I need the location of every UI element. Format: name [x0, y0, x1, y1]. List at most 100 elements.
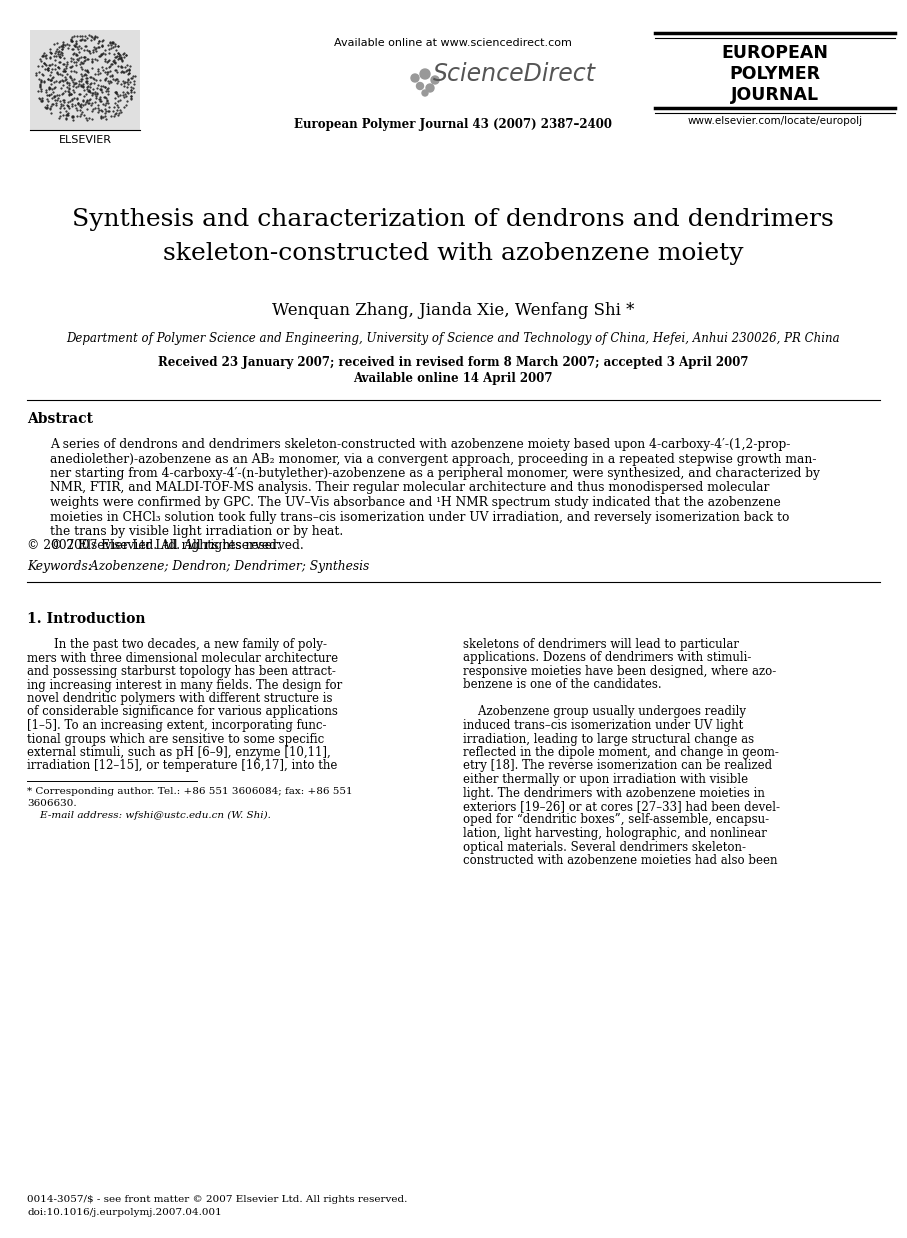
- Point: [68, 36, 83, 56]
- Point: [63, 84, 77, 104]
- Point: [42, 79, 56, 99]
- Point: [56, 54, 71, 74]
- Point: [101, 84, 115, 104]
- Point: [58, 61, 73, 80]
- Point: [126, 66, 141, 85]
- Point: [79, 109, 93, 129]
- Point: [105, 32, 120, 52]
- Point: [99, 68, 113, 88]
- Point: [56, 59, 71, 79]
- Point: [112, 84, 127, 104]
- Point: [113, 62, 128, 82]
- Point: [67, 88, 82, 108]
- Point: [107, 52, 122, 72]
- Point: [62, 73, 76, 93]
- Point: [62, 76, 76, 95]
- Point: [62, 83, 76, 103]
- Point: [46, 87, 61, 106]
- Text: etry [18]. The reverse isomerization can be realized: etry [18]. The reverse isomerization can…: [463, 759, 772, 773]
- Point: [111, 43, 125, 63]
- Text: exteriors [19–26] or at cores [27–33] had been devel-: exteriors [19–26] or at cores [27–33] ha…: [463, 800, 780, 813]
- Point: [40, 59, 54, 79]
- Point: [124, 89, 139, 109]
- Point: [73, 47, 88, 67]
- Point: [37, 53, 52, 73]
- Point: [81, 62, 95, 82]
- Point: [53, 90, 67, 110]
- Point: [75, 53, 90, 73]
- Point: [40, 98, 54, 118]
- Point: [92, 64, 106, 84]
- Point: [54, 95, 68, 115]
- Point: [68, 36, 83, 56]
- Point: [42, 78, 56, 98]
- Point: [66, 106, 81, 126]
- Point: [50, 63, 64, 83]
- Point: [79, 72, 93, 92]
- Point: [61, 97, 75, 116]
- Point: [60, 33, 74, 53]
- Point: [55, 66, 70, 85]
- Point: [43, 66, 57, 85]
- Circle shape: [431, 76, 439, 84]
- Point: [74, 72, 89, 92]
- Point: [58, 67, 73, 87]
- Point: [33, 76, 47, 95]
- Point: [104, 35, 119, 54]
- Point: [80, 99, 94, 119]
- Point: [127, 82, 141, 102]
- Point: [73, 53, 88, 73]
- Point: [66, 36, 81, 56]
- Point: [94, 102, 109, 121]
- Point: [64, 31, 79, 51]
- Point: [70, 46, 84, 66]
- Point: [64, 97, 79, 116]
- Point: [80, 28, 94, 48]
- Point: [34, 79, 48, 99]
- Point: [56, 35, 71, 54]
- Point: [58, 71, 73, 90]
- Point: [55, 43, 70, 63]
- Point: [41, 92, 55, 111]
- Point: [95, 36, 110, 56]
- Text: 0014-3057/$ - see front matter © 2007 Elsevier Ltd. All rights reserved.: 0014-3057/$ - see front matter © 2007 El…: [27, 1195, 407, 1205]
- Point: [107, 93, 122, 113]
- Point: [69, 35, 83, 54]
- Point: [59, 102, 73, 121]
- Point: [68, 62, 83, 82]
- Point: [47, 59, 62, 79]
- Point: [36, 64, 51, 84]
- Point: [43, 78, 57, 98]
- Point: [93, 106, 108, 126]
- Point: [89, 88, 103, 108]
- Point: [110, 69, 124, 89]
- Point: [128, 67, 142, 87]
- Point: [63, 84, 78, 104]
- Point: [106, 69, 121, 89]
- Point: [73, 94, 88, 114]
- Point: [78, 31, 93, 51]
- Text: Received 23 January 2007; received in revised form 8 March 2007; accepted 3 Apri: Received 23 January 2007; received in re…: [158, 357, 748, 369]
- Point: [28, 64, 43, 84]
- Point: [118, 57, 132, 77]
- Point: [39, 45, 54, 64]
- Point: [121, 74, 135, 94]
- Point: [122, 63, 136, 83]
- Point: [81, 93, 95, 113]
- Point: [117, 43, 132, 63]
- Point: [105, 33, 120, 53]
- Point: [29, 63, 44, 83]
- Point: [71, 94, 85, 114]
- Text: Synthesis and characterization of dendrons and dendrimers: Synthesis and characterization of dendro…: [73, 208, 834, 232]
- Point: [72, 71, 86, 90]
- Point: [67, 26, 82, 46]
- Circle shape: [416, 83, 424, 89]
- Point: [124, 88, 139, 108]
- Point: [39, 48, 54, 68]
- Point: [55, 83, 70, 103]
- Point: [81, 76, 95, 95]
- Point: [102, 78, 116, 98]
- Point: [109, 83, 123, 103]
- Point: [58, 105, 73, 125]
- Point: [88, 27, 102, 47]
